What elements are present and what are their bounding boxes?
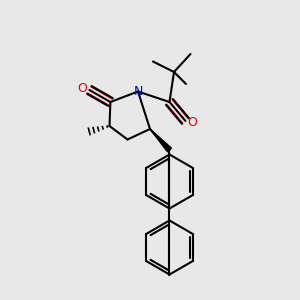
Polygon shape (150, 129, 172, 152)
Text: O: O (77, 82, 87, 95)
Text: N: N (133, 85, 143, 98)
Text: O: O (187, 116, 197, 129)
